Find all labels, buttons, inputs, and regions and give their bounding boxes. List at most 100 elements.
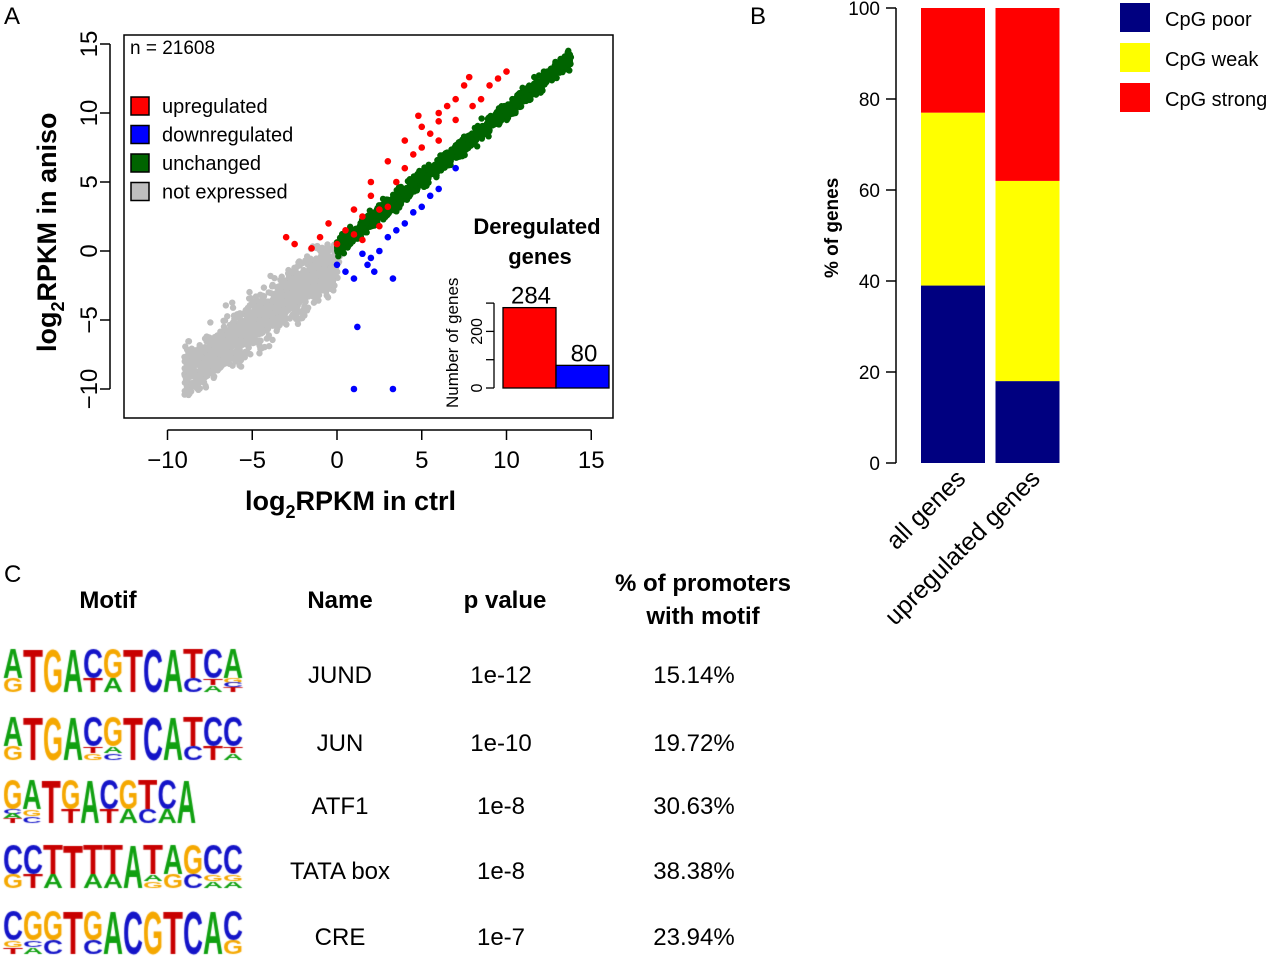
- point-not-expressed: [322, 275, 330, 282]
- point-not-expressed: [247, 311, 255, 319]
- point-downregulated: [350, 385, 358, 393]
- point-unchanged: [441, 164, 448, 171]
- point-upregulated: [291, 240, 298, 248]
- motif-name: JUND: [308, 662, 372, 689]
- point-upregulated: [350, 231, 358, 238]
- scatter-annotation: n = 21608: [130, 38, 215, 59]
- point-downregulated: [418, 203, 426, 211]
- stacked-y-tick-label: 100: [848, 0, 880, 20]
- point-unchanged: [478, 115, 485, 122]
- point-not-expressed: [287, 281, 294, 288]
- point-not-expressed: [295, 259, 302, 266]
- point-unchanged: [541, 81, 548, 88]
- point-not-expressed: [302, 269, 309, 277]
- point-unchanged: [340, 250, 348, 257]
- point-not-expressed: [315, 265, 323, 272]
- cpg-legend: CpG poor CpG weak CpG strong: [1120, 3, 1267, 112]
- point-not-expressed: [332, 272, 339, 279]
- point-not-expressed: [322, 288, 330, 295]
- point-upregulated: [384, 158, 392, 165]
- point-not-expressed: [222, 347, 229, 355]
- stacked-y-tick-label: 0: [869, 454, 880, 475]
- motif-p-value: 1e-8: [477, 858, 525, 885]
- point-unchanged: [477, 129, 484, 136]
- deregulated-genes-inset: Deregulated genes Number of genes 0 200 28…: [443, 214, 610, 408]
- stacked-segment-cpg-strong: [921, 8, 985, 113]
- stacked-y-tick-label: 60: [859, 181, 880, 202]
- stacked-y-tick-label: 80: [859, 90, 880, 111]
- point-unchanged: [379, 212, 387, 220]
- point-not-expressed: [282, 280, 289, 287]
- point-not-expressed: [250, 317, 257, 324]
- point-not-expressed: [227, 342, 234, 350]
- point-not-expressed: [320, 257, 327, 264]
- point-upregulated: [325, 220, 332, 227]
- stacked-y-tick-label: 40: [859, 272, 880, 293]
- stacked-segment-cpg-weak: [995, 180, 1060, 382]
- point-not-expressed: [330, 255, 337, 263]
- point-unchanged: [465, 144, 472, 152]
- point-unchanged: [371, 218, 378, 225]
- stacked-segment-cpg-poor: [921, 285, 985, 463]
- inset-y-tick-label: 200: [469, 318, 486, 345]
- legend-label: downregulated: [162, 125, 293, 147]
- point-downregulated: [364, 261, 371, 269]
- legend-label: CpG poor: [1165, 9, 1252, 31]
- legend-label: not expressed: [162, 182, 288, 204]
- point-not-expressed: [298, 314, 306, 322]
- point-upregulated: [333, 240, 341, 248]
- point-not-expressed: [256, 299, 263, 306]
- point-not-expressed: [265, 332, 273, 339]
- point-not-expressed: [196, 341, 203, 349]
- point-not-expressed: [197, 378, 205, 385]
- point-not-expressed: [210, 363, 218, 371]
- point-upregulated: [367, 192, 375, 200]
- point-unchanged: [425, 172, 432, 180]
- point-not-expressed: [325, 280, 332, 287]
- y-tick-label: 15: [76, 31, 103, 58]
- point-not-expressed: [295, 307, 302, 315]
- point-not-expressed: [303, 281, 311, 289]
- panel-label-b: B: [750, 3, 766, 30]
- point-not-expressed: [331, 282, 338, 289]
- point-not-expressed: [265, 342, 273, 350]
- point-upregulated: [426, 130, 434, 137]
- point-downregulated: [384, 233, 392, 241]
- point-not-expressed: [241, 330, 248, 337]
- legend-label: CpG strong: [1165, 89, 1267, 111]
- point-unchanged: [370, 210, 378, 217]
- point-not-expressed: [239, 352, 247, 360]
- motif-name: CRE: [315, 924, 366, 951]
- point-not-expressed: [332, 267, 339, 274]
- point-not-expressed: [229, 304, 237, 311]
- legend-swatch: [1120, 43, 1150, 72]
- point-not-expressed: [279, 318, 287, 325]
- point-unchanged: [537, 87, 544, 94]
- panel-label-c: C: [4, 561, 21, 588]
- point-not-expressed: [260, 292, 268, 300]
- point-unchanged: [421, 164, 428, 171]
- point-not-expressed: [298, 296, 305, 303]
- point-not-expressed: [271, 274, 278, 282]
- motif-p-value: 1e-10: [470, 730, 531, 757]
- point-not-expressed: [195, 384, 202, 391]
- point-upregulated: [350, 206, 358, 213]
- inset-title-line2: genes: [508, 244, 572, 269]
- x-tick-label: 15: [578, 447, 605, 474]
- motif-percent: 15.14%: [653, 662, 734, 689]
- point-unchanged: [358, 222, 365, 230]
- legend-swatch: [130, 181, 150, 202]
- point-not-expressed: [206, 347, 214, 354]
- point-upregulated: [376, 206, 383, 213]
- point-not-expressed: [218, 337, 225, 345]
- inset-y-tick-label: 0: [469, 383, 486, 392]
- point-not-expressed: [269, 322, 276, 329]
- point-upregulated: [316, 233, 324, 241]
- x-axis-label: log2RPKM in ctrl: [245, 486, 456, 522]
- point-upregulated: [418, 144, 426, 151]
- inset-bar-value: 80: [571, 340, 598, 367]
- motif-percent: 38.38%: [653, 858, 734, 885]
- point-not-expressed: [181, 358, 188, 365]
- point-downregulated: [409, 209, 417, 216]
- point-not-expressed: [260, 306, 267, 314]
